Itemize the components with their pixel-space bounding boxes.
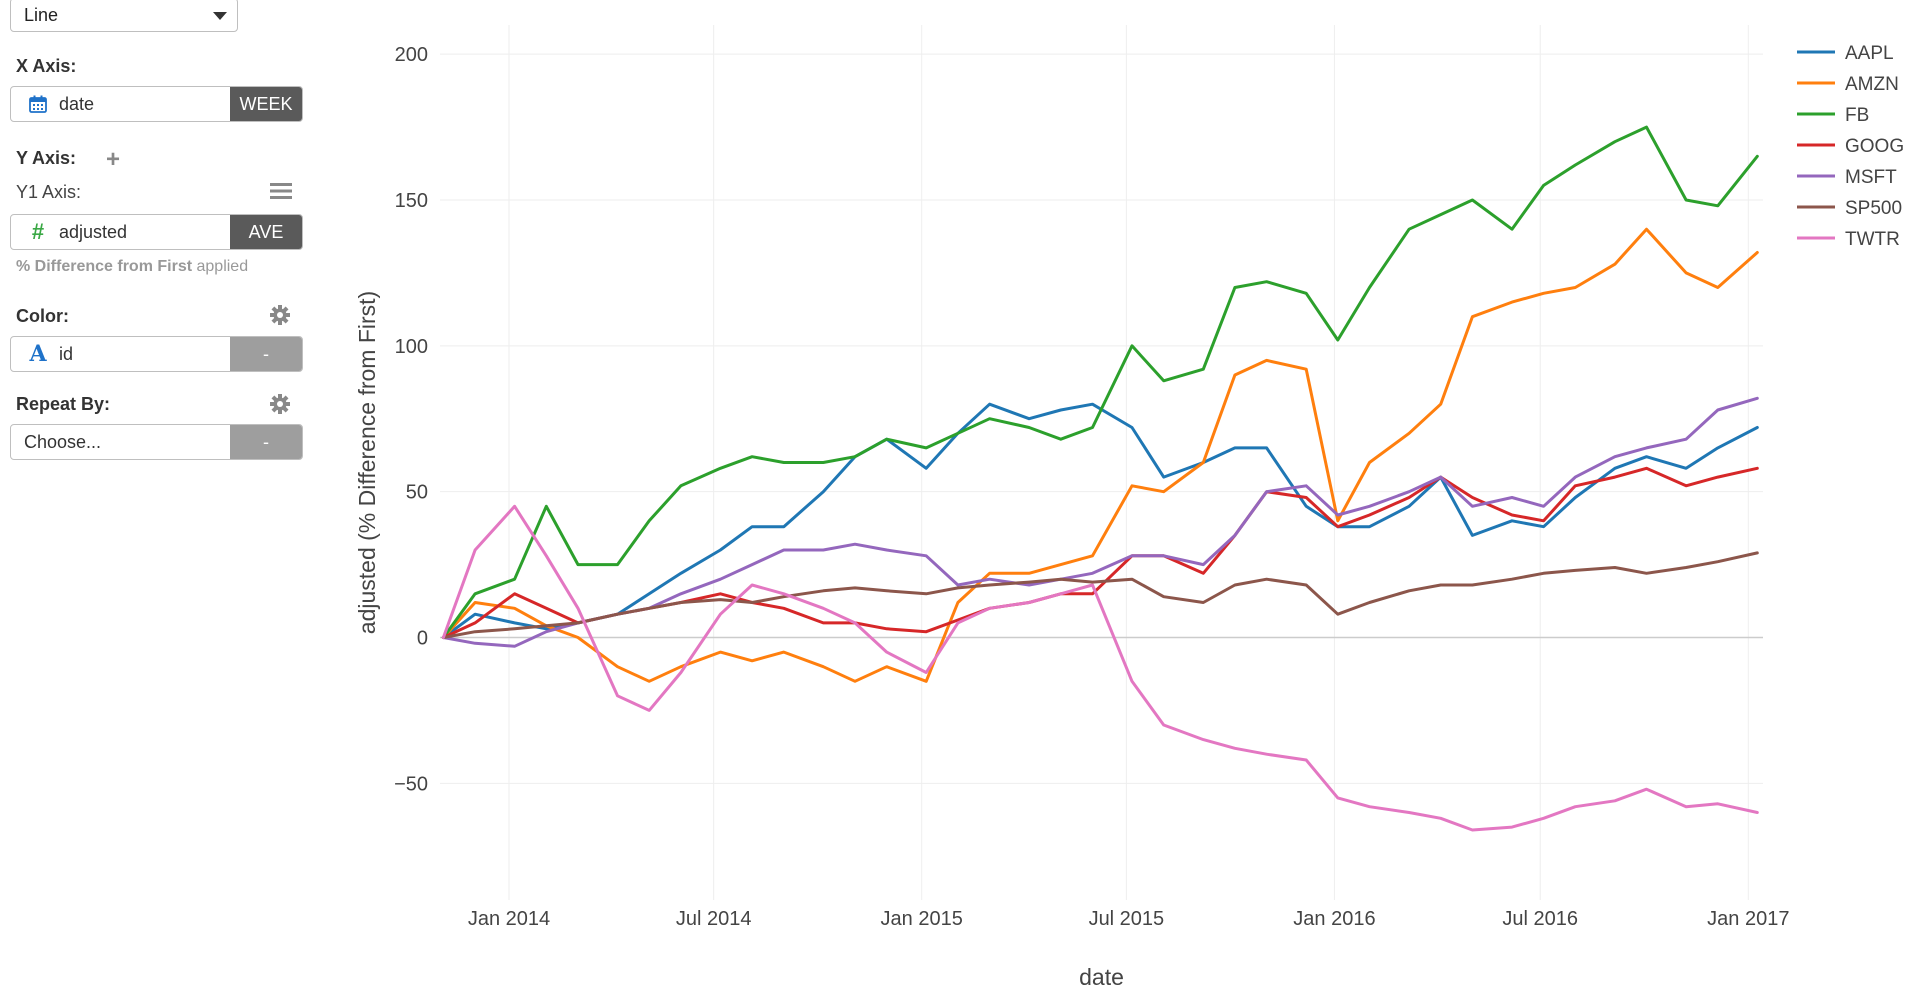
x-axis-field-name: date [59,94,95,114]
legend: AAPL AMZN FB GOOG MSFT SP500 TWTR [1797,43,1904,250]
color-field[interactable]: A id - [10,336,303,372]
legend-label: GOOG [1845,136,1904,157]
x-tick-label: Jan 2017 [1707,908,1789,930]
legend-label: AAPL [1845,43,1894,64]
x-axis-label: X Axis: [16,56,77,76]
series-line-sp500[interactable] [441,551,1759,639]
chart-type-value: Line [24,5,59,25]
legend-label: AMZN [1845,74,1899,95]
x-tick-label: Jul 2016 [1502,908,1578,930]
legend-item-fb[interactable]: FB [1797,105,1869,126]
repeat-by-placeholder: Choose... [24,432,102,452]
calculation-suffix: applied [192,258,249,275]
calendar-icon [27,87,49,121]
line-chart: Jan 2014 Jul 2014 Jan 2015 Jul 2015 Jan 2016… [345,0,1920,1001]
repeat-by-field[interactable]: Choose... - [10,424,303,460]
legend-label: FB [1845,105,1869,126]
menu-icon[interactable] [270,182,292,205]
series-line-goog[interactable] [441,466,1759,639]
caret-down-icon [213,12,227,20]
y-axis-field-name: adjusted [59,222,128,242]
series-line-aapl[interactable] [441,402,1759,639]
legend-item-goog[interactable]: GOOG [1797,136,1904,157]
chart-svg: Jan 2014 Jul 2014 Jan 2015 Jul 2015 Jan 2016… [354,25,1904,990]
y-axis-calculation-note: % Difference from First applied [16,258,248,276]
series-line-amzn[interactable] [441,227,1759,683]
legend-item-aapl[interactable]: AAPL [1797,43,1894,64]
x-tick-label: Jan 2014 [468,908,550,930]
legend-item-twtr[interactable]: TWTR [1797,229,1900,250]
y-axis-title: adjusted (% Difference from First) [354,291,380,634]
y1-axis-label: Y1 Axis: [16,182,82,202]
repeat-by-aggregation-button[interactable]: - [230,425,302,459]
color-label: Color: [16,306,69,326]
y-axis-field[interactable]: # adjusted AVE [10,214,303,250]
legend-item-msft[interactable]: MSFT [1797,167,1897,188]
color-settings-gear-icon[interactable] [270,305,290,330]
x-axis-aggregation-button[interactable]: WEEK [230,87,302,121]
series-layer [441,125,1759,832]
y-tick-label: −50 [394,773,428,795]
grid-layer [440,25,1763,900]
number-icon: # [31,219,45,244]
repeat-by-settings-gear-icon[interactable] [270,394,290,419]
calculation-name: % Difference from First [16,258,193,275]
x-tick-label: Jan 2016 [1293,908,1375,930]
x-tick-label: Jul 2015 [1089,908,1165,930]
x-tick-label: Jul 2014 [676,908,752,930]
legend-label: MSFT [1845,167,1897,188]
settings-sidebar: Line X Axis: date WEEK [0,0,320,1001]
y-tick-label: 0 [417,628,428,650]
series-line-msft[interactable] [441,396,1759,648]
y-axis-label: Y Axis: [16,148,77,168]
y-tick-label: 100 [395,336,428,358]
legend-item-amzn[interactable]: AMZN [1797,74,1899,95]
text-type-icon: A [29,341,47,367]
color-aggregation-button[interactable]: - [230,337,302,371]
y-tick-label: 50 [406,482,428,504]
legend-label: SP500 [1845,198,1902,219]
repeat-by-label: Repeat By: [16,394,111,414]
x-axis-field[interactable]: date WEEK [10,86,303,122]
y-axis-aggregation-button[interactable]: AVE [230,215,302,249]
legend-item-sp500[interactable]: SP500 [1797,198,1902,219]
x-axis-title: date [1079,964,1124,990]
legend-label: TWTR [1845,229,1900,250]
chart-type-dropdown[interactable]: Line [10,0,238,32]
series-line-fb[interactable] [441,125,1759,639]
color-field-name: id [59,344,74,364]
axis-layer: Jan 2014 Jul 2014 Jan 2015 Jul 2015 Jan 2016… [354,44,1789,990]
add-y-axis-icon[interactable]: + [106,146,121,173]
series-line-twtr[interactable] [441,504,1759,832]
x-tick-label: Jan 2015 [881,908,963,930]
y-tick-label: 200 [395,44,428,66]
y-tick-label: 150 [395,190,428,212]
